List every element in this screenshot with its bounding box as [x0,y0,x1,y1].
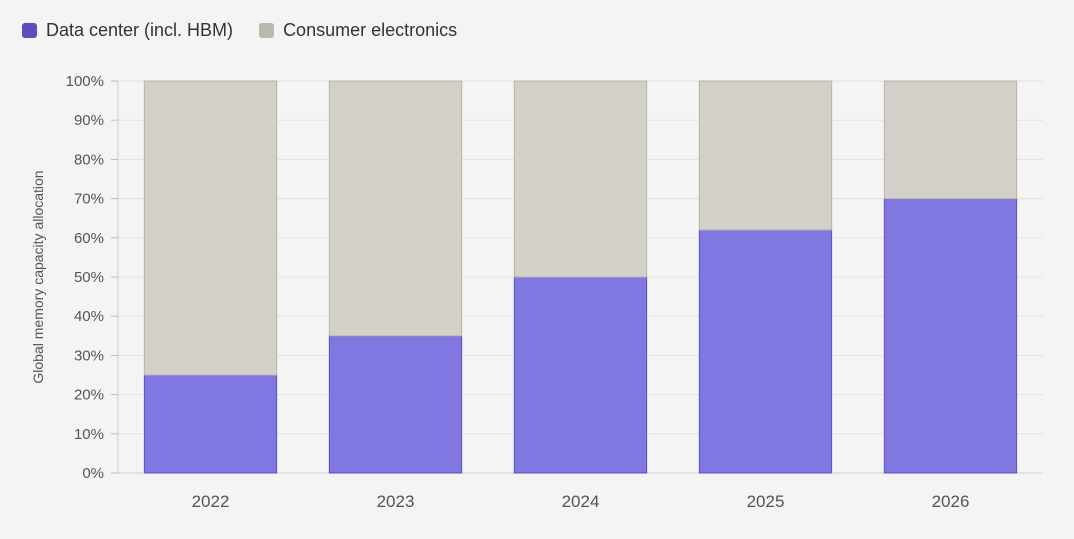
y-tick-label: 10% [74,426,104,443]
y-axis-title: Global memory capacity allocation [30,170,46,383]
x-axis-ticks: 2022 2023 2024 2025 2026 [192,492,970,511]
legend-label-consumer-electronics: Consumer electronics [283,20,458,40]
y-tick-label: 60% [74,230,104,247]
y-tick-label: 50% [74,269,104,286]
legend-item-data-center: Data center (incl. HBM) [22,20,233,41]
bar-data-center [143,374,278,474]
y-tick-label: 70% [74,191,104,208]
x-tick-label: 2024 [562,492,600,511]
bar-data-center [513,276,648,474]
legend-swatch-consumer-electronics [259,23,275,38]
x-tick-label: 2023 [377,492,415,511]
bar-data-center [328,335,463,474]
y-tick-label: 0% [82,465,104,482]
bar-consumer-electronics [328,80,463,337]
x-tick-label: 2026 [932,492,970,511]
bar-data-center [698,229,833,474]
bar-consumer-electronics [513,80,648,278]
chart-legend: Data center (incl. HBM) Consumer electro… [22,20,457,41]
legend-swatch-data-center [22,23,37,38]
y-tick-label: 20% [74,387,104,404]
y-tick-label: 30% [74,347,104,364]
bar-consumer-electronics [698,80,833,231]
x-tick-label: 2025 [747,492,785,511]
y-axis-ticks: 0% 10% 20% 30% 40% 50% 60% 70% 80% 90% 100% [66,73,119,482]
y-tick-label: 100% [66,73,104,90]
legend-item-consumer-electronics: Consumer electronics [259,20,457,41]
x-tick-label: 2022 [192,492,230,511]
bar-data-center [883,198,1018,474]
bars-group [143,80,1018,474]
legend-label-data-center: Data center (incl. HBM) [46,20,234,40]
y-tick-label: 40% [74,308,104,325]
y-tick-label: 90% [74,112,104,129]
bar-consumer-electronics [883,80,1018,200]
y-tick-label: 80% [74,151,104,168]
bar-consumer-electronics [143,80,278,376]
